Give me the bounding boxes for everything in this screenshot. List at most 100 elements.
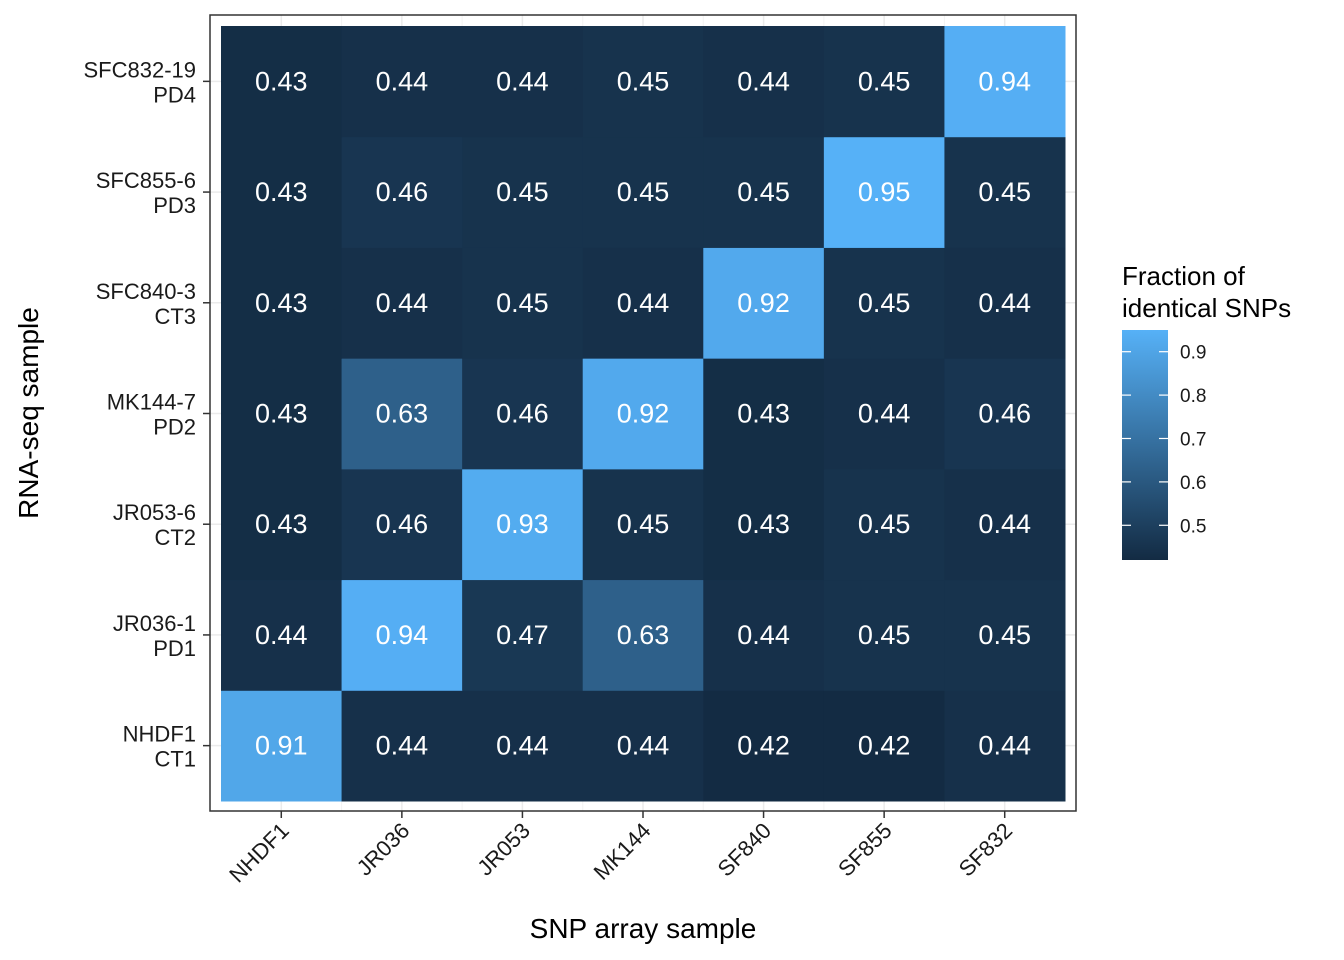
heatmap-cell [221,247,343,359]
heatmap-cell [341,247,463,359]
legend: Fraction of identical SNPs 0.5 0.6 0.7 0.8 0.9 [1122,261,1291,560]
heatmap-cell [703,690,825,802]
cell-value-label: 0.45 [978,620,1031,650]
y-tick-label: MK144-7 PD2 [107,390,196,440]
cell-value-label: 0.44 [978,509,1031,539]
heatmap-cell [823,690,945,802]
heatmap-cell [823,26,945,138]
y-tick-label: JR053-6 CT2 [113,500,196,550]
heatmap-cell [823,247,945,359]
heatmap-cell [703,468,825,581]
heatmap-cell [341,26,463,138]
cell-value-label: 0.44 [376,66,429,96]
heatmap-cell [221,26,343,138]
heatmap-cell [341,690,463,802]
cell-value-label: 0.44 [496,66,549,96]
heatmap-cell [944,579,1066,691]
cell-value-label: 0.45 [858,66,911,96]
y-tick-label: NHDF1 CT1 [123,722,196,772]
cell-value-label: 0.92 [617,399,670,429]
cell-value-label: 0.44 [496,731,549,761]
cell-value-label: 0.46 [496,399,549,429]
cell-value-label: 0.44 [255,620,308,650]
cell-value-label: 0.45 [858,620,911,650]
cell-value-label: 0.44 [858,399,911,429]
cell-value-label: 0.43 [737,399,790,429]
legend-colorbar [1122,330,1168,560]
heatmap-cell [462,26,584,138]
cell-value-label: 0.43 [255,288,308,318]
heatmap-cell [221,358,343,470]
heatmap-cell [944,26,1066,138]
heatmap-cell [582,468,704,581]
heatmap-cell [462,136,584,248]
cell-value-label: 0.44 [617,731,670,761]
heatmap-cell [462,247,584,359]
heatmap-cell [582,136,704,248]
heatmap-cell [823,579,945,691]
cell-value-label: 0.42 [858,731,911,761]
legend-tick-label: 0.6 [1180,473,1206,494]
heatmap-cell [462,358,584,470]
cell-value-labels: 0.91 0.44 0.44 0.44 0.42 0.42 0.44 0.44 0.94 0.47… [255,66,1031,760]
y-axis: NHDF1 CT1 JR036-1 PD1 JR053-6 CT2 MK144-7 PD2 SF… [83,57,210,772]
cell-value-label: 0.45 [617,509,670,539]
cell-value-label: 0.42 [737,731,790,761]
cell-value-label: 0.63 [376,399,429,429]
cell-value-label: 0.45 [978,177,1031,207]
heatmap-cell [221,468,343,581]
heatmap-cells [221,26,1066,802]
heatmap-cell [944,136,1066,248]
cell-value-label: 0.46 [376,509,429,539]
cell-value-label: 0.44 [978,731,1031,761]
cell-value-label: 0.43 [255,509,308,539]
cell-value-label: 0.45 [496,177,549,207]
heatmap-cell [703,26,825,138]
heatmap-cell [944,690,1066,802]
heatmap-cell [582,358,704,470]
cell-value-label: 0.46 [376,177,429,207]
y-axis-title: RNA-seq sample [13,307,44,519]
x-axis-title: SNP array sample [530,913,757,944]
heatmap-cell [341,358,463,470]
cell-value-label: 0.45 [617,66,670,96]
heatmap-cell [341,136,463,248]
heatmap-cell [944,247,1066,359]
cell-value-label: 0.43 [255,399,308,429]
heatmap-cell [944,358,1066,470]
heatmap-cell [341,579,463,691]
legend-title: Fraction of identical SNPs [1122,261,1291,323]
cell-value-label: 0.43 [255,177,308,207]
heatmap-cell [582,579,704,691]
legend-tick-label: 0.8 [1180,386,1206,407]
cell-value-label: 0.44 [376,288,429,318]
heatmap-cell [582,247,704,359]
cell-value-label: 0.44 [617,288,670,318]
heatmap-cell [462,690,584,802]
cell-value-label: 0.91 [255,731,308,761]
heatmap-cell [462,468,584,581]
heatmap-cell [703,358,825,470]
cell-value-label: 0.45 [617,177,670,207]
heatmap-cell [582,26,704,138]
heatmap-cell [703,247,825,359]
heatmap-cell [221,136,343,248]
cell-value-label: 0.43 [737,509,790,539]
heatmap-cell [703,136,825,248]
cell-value-label: 0.47 [496,620,549,650]
cell-value-label: 0.44 [978,288,1031,318]
y-tick-label: SFC832-19 PD4 [83,57,196,107]
cell-value-label: 0.46 [978,399,1031,429]
heatmap-cell [462,579,584,691]
cell-value-label: 0.95 [858,177,911,207]
cell-value-label: 0.43 [255,66,308,96]
y-tick-label: SFC840-3 CT3 [96,279,196,329]
cell-value-label: 0.92 [737,288,790,318]
cell-value-label: 0.93 [496,509,549,539]
y-tick-label: JR036-1 PD1 [113,611,196,661]
heatmap-cell [944,468,1066,581]
cell-value-label: 0.44 [737,66,790,96]
heatmap-cell [703,579,825,691]
cell-value-label: 0.94 [376,620,429,650]
